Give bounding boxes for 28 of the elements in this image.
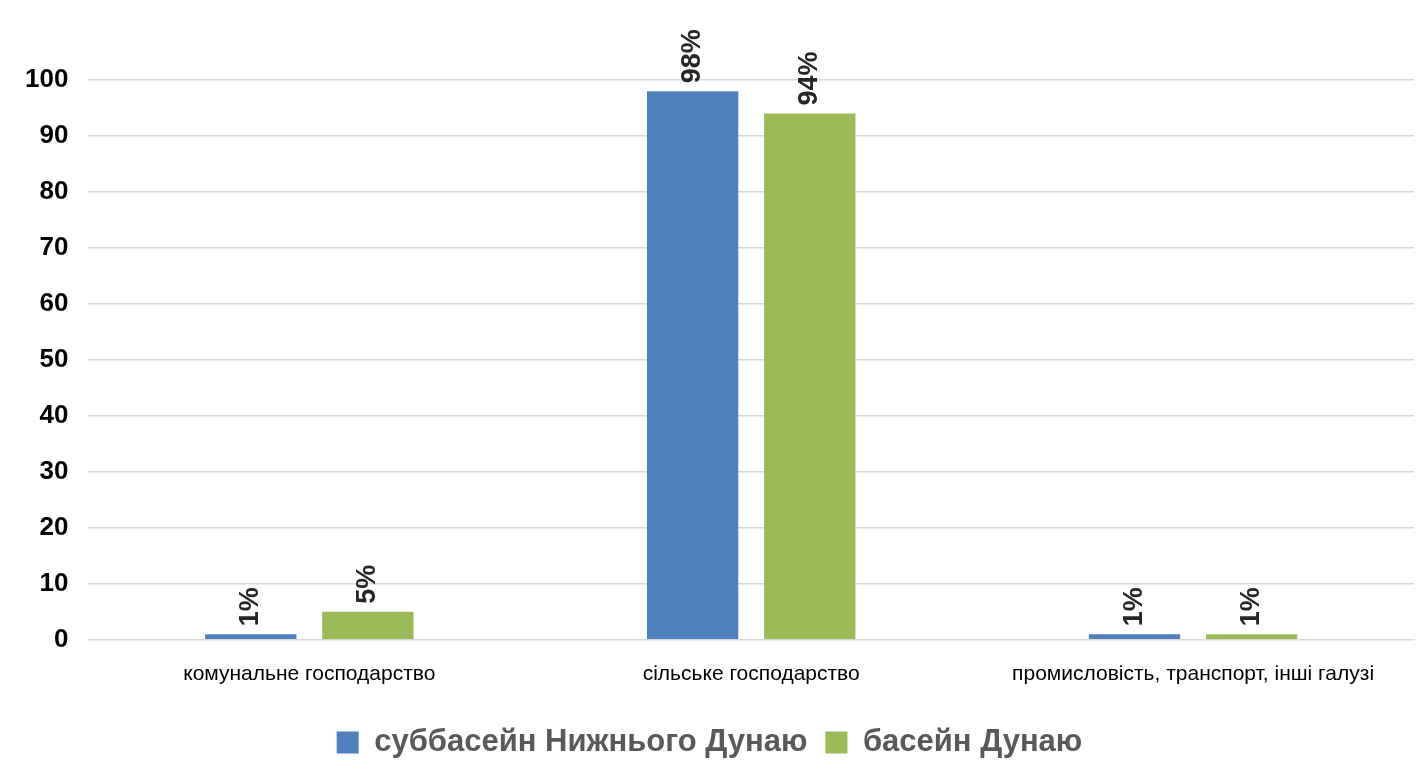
x-tick-label: комунальне господарство (183, 661, 436, 685)
bar (1088, 634, 1181, 640)
y-tick-label: 60 (39, 287, 69, 318)
y-tick-label: 70 (39, 231, 69, 262)
bar (1205, 634, 1298, 640)
y-tick-label: 10 (39, 566, 69, 597)
y-tick-label: 20 (39, 511, 69, 542)
y-tick-label: 40 (39, 399, 69, 430)
data-label: 1% (234, 587, 265, 627)
x-tick-label: промисловість, транспорт, інші галузі (1012, 661, 1375, 685)
bar (322, 611, 414, 640)
bar (205, 634, 297, 640)
data-label: 98% (676, 29, 707, 84)
data-label: 1% (1117, 587, 1148, 627)
data-label: 5% (351, 564, 382, 604)
y-tick-label: 50 (39, 343, 69, 374)
data-label: 1% (1235, 587, 1266, 627)
data-label: 94% (793, 51, 824, 106)
bar (646, 91, 739, 640)
y-tick-label: 90 (39, 119, 69, 150)
bar (764, 113, 856, 640)
legend-label: басейн Дунаю (862, 723, 1083, 759)
y-tick-label: 30 (39, 455, 69, 486)
y-tick-label: 0 (53, 622, 69, 653)
legend-label: суббасейн Нижнього Дунаю (374, 723, 808, 759)
x-tick-label: сільське господарство (642, 661, 860, 685)
y-tick-label: 100 (24, 63, 69, 94)
y-tick-label: 80 (39, 175, 69, 206)
